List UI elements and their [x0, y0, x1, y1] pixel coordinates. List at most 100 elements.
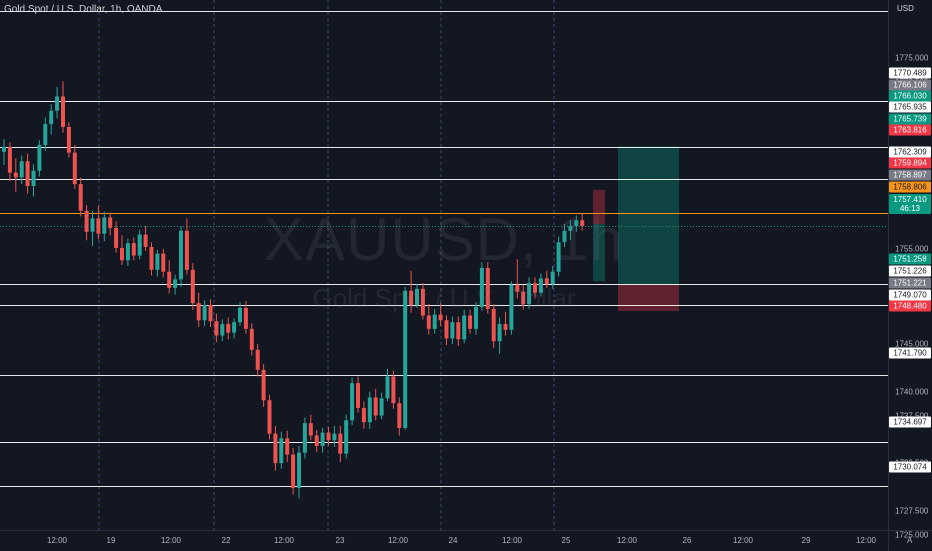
price-tag-label: 1748.480: [893, 301, 927, 311]
candle-body: [379, 398, 384, 416]
price-tag[interactable]: 1751.221: [889, 277, 931, 289]
time-tick-label: 12:00: [855, 536, 877, 545]
candle-body: [308, 423, 313, 436]
candle-body: [320, 432, 325, 446]
price-tick-label: 1755.000: [895, 244, 929, 254]
candle-body: [426, 315, 431, 329]
price-tag[interactable]: 1763.816: [889, 124, 931, 136]
time-tick-label: 12:00: [160, 536, 182, 545]
candle-body: [326, 432, 331, 441]
price-tag[interactable]: 1758.897: [889, 169, 931, 181]
price-tag-label: 1765.935: [893, 102, 927, 112]
candle-body: [43, 124, 48, 146]
time-tick-label: 29: [801, 536, 811, 545]
candle-body: [361, 407, 366, 423]
time-tick-label: 19: [106, 536, 116, 545]
time-tick-label: 12:00: [387, 536, 409, 545]
price-tag-label: 1751.226: [893, 266, 927, 276]
price-tag[interactable]: 1757.410 46:13: [889, 194, 931, 214]
candle-body: [249, 328, 254, 350]
candle-body: [37, 145, 42, 171]
candle-body: [438, 314, 443, 321]
candle-body: [238, 307, 242, 323]
candle-body: [261, 369, 266, 401]
price-tag[interactable]: 1765.935: [889, 101, 931, 113]
price-tag[interactable]: 1734.697: [889, 416, 931, 428]
candle-body: [356, 383, 360, 408]
candle-body: [155, 253, 160, 270]
price-tag[interactable]: 1748.480: [889, 300, 931, 312]
candle-body: [2, 146, 6, 152]
candle-body: [527, 283, 532, 305]
price-tag[interactable]: 1765.739: [889, 113, 931, 125]
price-tag-label: 1758.806: [893, 182, 927, 192]
price-tag[interactable]: 1766.106: [889, 79, 931, 91]
price-axis[interactable]: USD 1775.0001772.5001765.0001755.0001752…: [888, 0, 932, 550]
price-tag[interactable]: 1770.489: [889, 67, 931, 79]
candle-body: [279, 438, 284, 464]
candle-body: [420, 288, 425, 316]
candle-body: [385, 376, 390, 399]
candle-body: [90, 218, 95, 232]
candle-body: [314, 435, 319, 446]
candle-body: [243, 307, 248, 329]
candle-body: [503, 324, 508, 330]
price-tag[interactable]: 1759.894: [889, 157, 931, 169]
time-tick-label: 22: [221, 536, 231, 545]
candle-body: [403, 290, 408, 428]
auto-scale-icon[interactable]: A: [907, 536, 913, 545]
candle-body: [474, 306, 478, 329]
candle-body: [468, 315, 473, 329]
price-tag-label: 1751.221: [893, 278, 927, 288]
candle-body: [373, 397, 378, 416]
candle-body: [226, 324, 231, 333]
currency-label: USD: [897, 4, 914, 13]
price-tag[interactable]: 1766.030: [889, 90, 931, 102]
axis-corner[interactable]: A: [888, 530, 932, 551]
price-tag-label: 1741.790: [893, 348, 927, 358]
chart-pane[interactable]: XAUUSD, 1h Gold Spot / U.S. Dollar Gold …: [0, 0, 888, 530]
price-tag[interactable]: 1751.258: [889, 253, 931, 265]
price-tag-label: 1765.739: [893, 114, 927, 124]
time-axis[interactable]: 12:00 19 12:00 22 12:00 23 12:00 24 12:00 25 12:00…: [0, 530, 888, 551]
candle-body: [78, 184, 83, 211]
candle-body: [432, 314, 437, 329]
chart-canvas[interactable]: [0, 0, 888, 530]
take-profit-zone: [618, 146, 679, 285]
candle-body: [562, 230, 567, 243]
price-tag[interactable]: 1749.070: [889, 289, 931, 301]
price-tag[interactable]: 1751.226: [889, 265, 931, 277]
candle-body: [267, 400, 272, 434]
candle-body: [568, 226, 573, 231]
time-tick-label: 12:00: [732, 536, 754, 545]
candle-body: [19, 161, 24, 178]
candle-body: [179, 230, 183, 280]
price-tag-label: 1730.074: [893, 462, 927, 472]
price-tick-label: 1745.000: [895, 339, 929, 349]
time-tick-label: 12:00: [46, 536, 68, 545]
symbol-title[interactable]: Gold Spot / U.S. Dollar, 1h, OANDA: [4, 4, 163, 15]
price-tag-label: 1759.894: [893, 158, 927, 168]
price-tag[interactable]: 1741.790: [889, 347, 931, 359]
price-tag[interactable]: 1758.806: [889, 181, 931, 193]
price-tag-label: 1766.106: [893, 80, 927, 90]
candle-body: [444, 320, 449, 339]
time-tick-label: 26: [682, 536, 692, 545]
candle-body: [302, 423, 307, 453]
candle-body: [409, 290, 414, 306]
price-tag[interactable]: 1762.309: [889, 146, 931, 158]
price-tag[interactable]: 1730.074: [889, 461, 931, 473]
candle-body: [190, 269, 195, 304]
candle-body: [208, 305, 213, 322]
candle-body: [232, 322, 237, 333]
candle-body: [120, 247, 124, 261]
time-tick-label: 12:00: [273, 536, 295, 545]
candle-body: [521, 291, 526, 305]
price-tick-label: 1725.000: [895, 530, 929, 540]
price-tick-label: 1727.500: [895, 506, 929, 516]
candle-body: [291, 454, 296, 488]
candle-body: [544, 278, 549, 285]
time-tick-label: 12:00: [501, 536, 523, 545]
price-tick-label: 1775.000: [895, 53, 929, 63]
candle-body: [108, 217, 113, 228]
